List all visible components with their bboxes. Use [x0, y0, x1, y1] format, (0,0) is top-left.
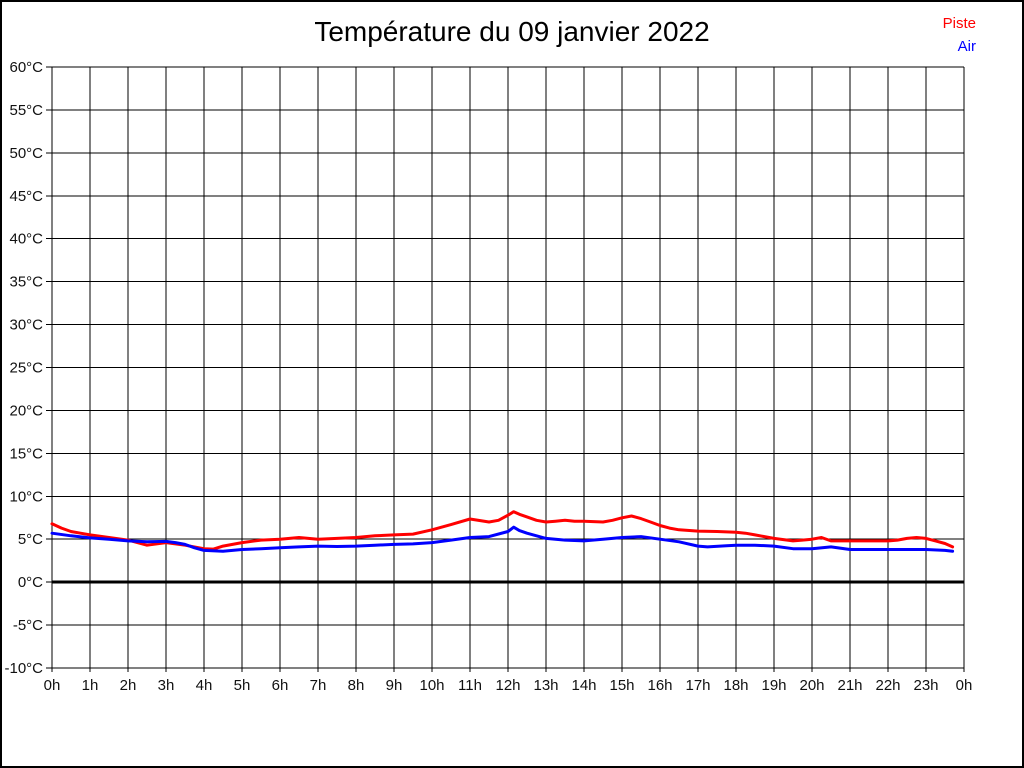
chart-legend: Piste Air	[943, 12, 976, 58]
x-tick-label: 14h	[571, 677, 596, 694]
y-tick-label: -5°C	[13, 617, 43, 634]
y-tick-label: 0°C	[18, 574, 43, 591]
x-tick-label: 20h	[799, 677, 824, 694]
y-tick-label: 45°C	[9, 188, 43, 205]
y-tick-label: 20°C	[9, 402, 43, 419]
x-tick-label: 22h	[875, 677, 900, 694]
y-tick-label: 60°C	[9, 59, 43, 76]
x-tick-label: 4h	[196, 677, 213, 694]
y-tick-label: -10°C	[4, 660, 43, 677]
legend-piste: Piste	[942, 15, 976, 32]
x-tick-label: 17h	[685, 677, 710, 694]
x-tick-label: 18h	[723, 677, 748, 694]
y-tick-label: 30°C	[9, 317, 43, 334]
x-tick-label: 6h	[272, 677, 289, 694]
x-tick-label: 0h	[956, 677, 973, 694]
x-tick-label: 0h	[44, 677, 61, 694]
x-tick-label: 15h	[609, 677, 634, 694]
x-tick-label: 3h	[158, 677, 175, 694]
x-tick-label: 11h	[458, 677, 482, 694]
y-tick-label: 25°C	[9, 360, 43, 377]
chart-title: Température du 09 janvier 2022	[314, 16, 710, 47]
y-tick-label: 5°C	[18, 531, 43, 548]
x-tick-label: 12h	[495, 677, 520, 694]
y-tick-label: 10°C	[9, 488, 43, 505]
y-tick-label: 35°C	[9, 274, 43, 291]
air-line	[50, 525, 955, 553]
y-tick-label: 50°C	[9, 145, 43, 162]
x-tick-label: 19h	[761, 677, 786, 694]
x-tick-label: 7h	[310, 677, 327, 694]
x-tick-label: 8h	[348, 677, 365, 694]
y-tick-label: 40°C	[9, 231, 43, 248]
x-tick-label: 13h	[533, 677, 558, 694]
x-tick-label: 1h	[82, 677, 99, 694]
y-tick-label: 15°C	[9, 445, 43, 462]
piste-line	[50, 510, 955, 551]
x-tick-label: 16h	[647, 677, 672, 694]
legend-air: Air	[957, 38, 976, 55]
x-tick-label: 23h	[913, 677, 938, 694]
y-tick-label: 55°C	[9, 102, 43, 119]
x-tick-label: 2h	[120, 677, 137, 694]
x-tick-label: 21h	[837, 677, 862, 694]
x-tick-label: 10h	[419, 677, 444, 694]
x-tick-label: 9h	[386, 677, 403, 694]
x-tick-label: 5h	[234, 677, 251, 694]
